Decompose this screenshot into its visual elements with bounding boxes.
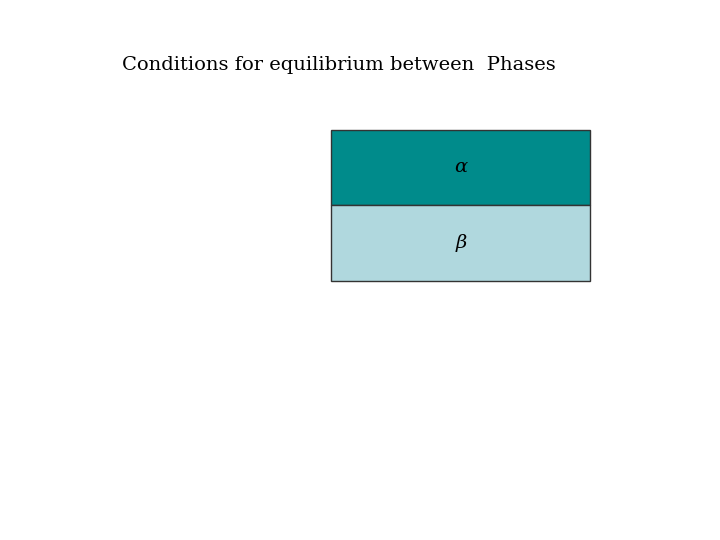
Text: α: α — [454, 158, 467, 177]
Bar — [331, 130, 590, 205]
Text: β: β — [455, 234, 467, 252]
Text: Conditions for equilibrium between  Phases: Conditions for equilibrium between Phase… — [122, 56, 555, 74]
Bar — [331, 205, 590, 281]
